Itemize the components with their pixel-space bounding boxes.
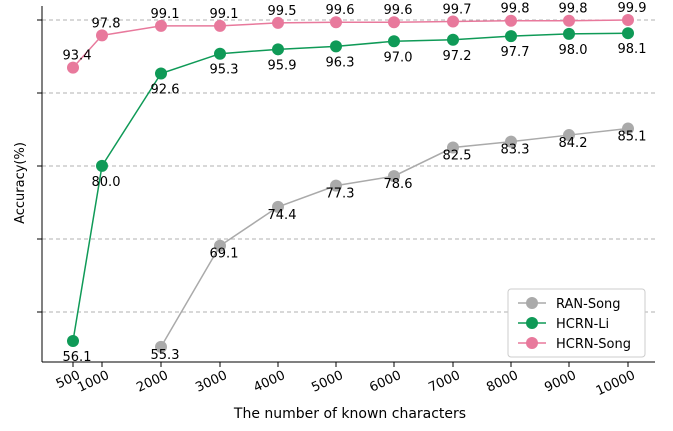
data-point (505, 135, 517, 148)
data-label: 95.9 (268, 58, 297, 73)
data-point (67, 61, 79, 74)
data-point (272, 43, 284, 56)
legend-swatch-marker (526, 337, 538, 349)
data-point (622, 14, 634, 26)
data-label: 97.8 (92, 16, 121, 31)
data-label: 69.1 (210, 247, 239, 262)
data-label: 92.6 (151, 83, 180, 98)
data-label: 82.5 (443, 149, 472, 164)
data-label: 97.0 (384, 50, 413, 65)
data-label: 99.9 (618, 1, 647, 16)
data-point (214, 47, 226, 60)
legend-entry: RAN-Song (556, 297, 621, 312)
legend: RAN-Song HCRN-Li HCRN-Song (507, 288, 646, 358)
data-point (388, 16, 400, 29)
data-label: 99.6 (384, 3, 413, 18)
data-label: 78.6 (384, 177, 413, 192)
data-labels: 55.3 69.1 74.4 77.3 78.6 82.5 83.3 84.2 85.1 56.1… (63, 1, 647, 365)
data-label: 84.2 (559, 136, 588, 151)
data-label: 99.6 (326, 3, 355, 18)
series-lines (67, 14, 634, 353)
data-point (272, 16, 284, 29)
data-point (214, 239, 226, 252)
data-label: 83.3 (501, 143, 530, 158)
data-label: 99.8 (501, 2, 530, 17)
data-point (330, 179, 342, 192)
data-label: 77.3 (326, 187, 355, 202)
x-tick-label: 7000 (426, 368, 462, 396)
data-point (155, 67, 167, 80)
data-label: 80.0 (92, 175, 121, 190)
data-point (447, 15, 459, 28)
legend-swatch-marker (526, 317, 538, 329)
data-label: 95.3 (210, 63, 239, 78)
legend-entry: HCRN-Li (556, 317, 609, 332)
y-axis-label: Accuracy(%) (13, 142, 28, 224)
data-point (622, 27, 634, 40)
data-label: 97.7 (501, 45, 530, 60)
data-point (330, 16, 342, 29)
data-point (96, 29, 108, 42)
data-point (505, 30, 517, 43)
x-axis-label: The number of known characters (233, 406, 466, 422)
data-label: 98.1 (618, 42, 647, 57)
data-point (563, 129, 575, 142)
data-point (563, 27, 575, 40)
x-tick-label: 9000 (542, 368, 578, 396)
data-point (622, 122, 634, 135)
data-label: 55.3 (151, 348, 180, 363)
data-label: 99.1 (210, 7, 239, 22)
data-label: 99.1 (151, 7, 180, 22)
x-tick-label: 8000 (484, 368, 520, 396)
x-tick-label: 2000 (134, 368, 170, 396)
data-point (505, 14, 517, 27)
x-tick-label: 1000 (75, 368, 111, 396)
data-label: 99.7 (443, 2, 472, 17)
legend-swatch-marker (526, 297, 538, 309)
data-point (96, 159, 108, 172)
data-point (155, 340, 167, 353)
data-point (214, 19, 226, 32)
x-tick-label: 3000 (193, 368, 229, 396)
data-point (447, 33, 459, 46)
data-label: 74.4 (268, 208, 297, 223)
legend-box (507, 288, 646, 358)
data-label: 98.0 (559, 43, 588, 58)
data-label: 97.2 (443, 49, 472, 64)
legend-entry: HCRN-Song (556, 337, 631, 352)
data-label: 99.8 (559, 2, 588, 17)
x-tick-label: 5000 (309, 368, 345, 396)
x-tick-label: 10000 (594, 368, 638, 399)
x-tick-label: 6000 (367, 368, 403, 396)
data-point (388, 170, 400, 183)
data-label: 99.5 (268, 4, 297, 19)
data-point (330, 40, 342, 53)
data-label: 85.1 (618, 129, 647, 144)
data-label: 96.3 (326, 55, 355, 70)
x-tick-label: 4000 (251, 368, 287, 396)
data-point (272, 200, 284, 213)
data-point (155, 19, 167, 32)
data-label: 93.4 (63, 49, 92, 64)
data-label: 56.1 (63, 350, 92, 365)
data-point (67, 335, 79, 347)
data-point (447, 141, 459, 154)
data-point (563, 14, 575, 27)
data-point (388, 35, 400, 48)
